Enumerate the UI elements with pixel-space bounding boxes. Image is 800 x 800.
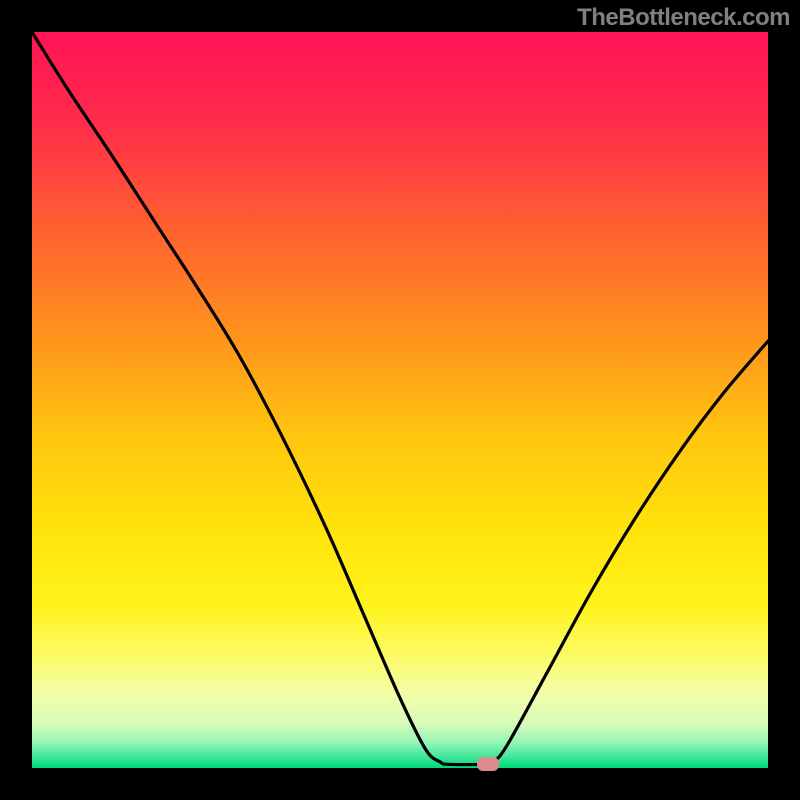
plot-area	[32, 32, 768, 768]
watermark-text: TheBottleneck.com	[577, 4, 790, 32]
bottleneck-curve	[32, 32, 768, 768]
chart-frame: TheBottleneck.com	[0, 0, 800, 800]
curve-path	[32, 32, 768, 765]
optimal-marker	[477, 757, 499, 771]
